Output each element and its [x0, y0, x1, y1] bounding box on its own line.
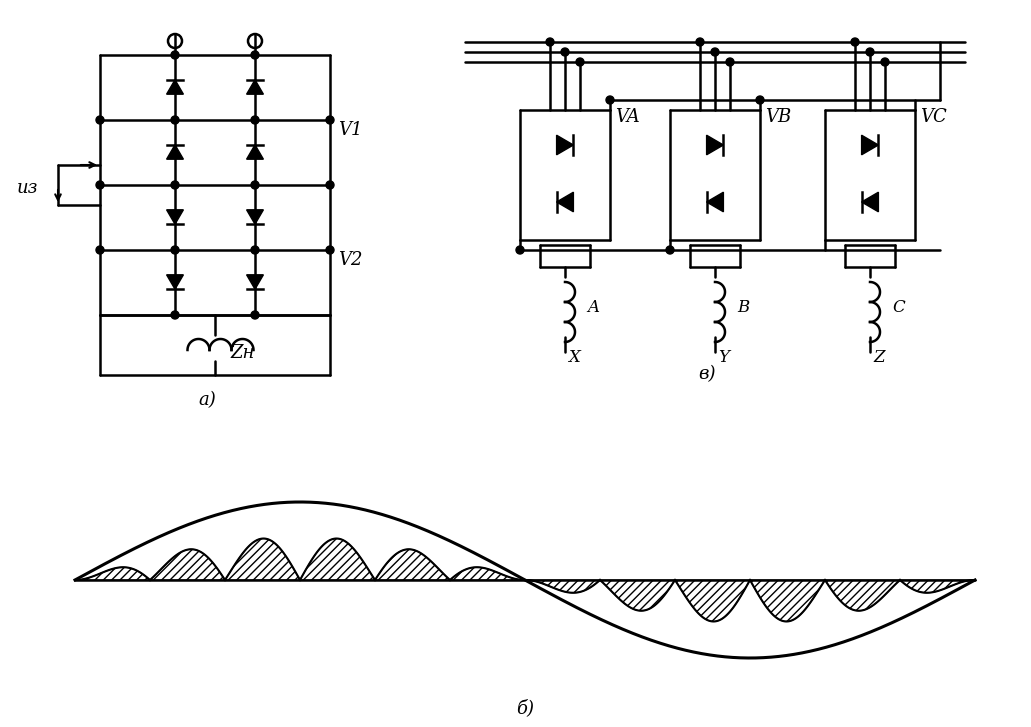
- Circle shape: [726, 58, 734, 66]
- Text: б): б): [516, 699, 534, 717]
- Text: В: В: [737, 299, 750, 316]
- Circle shape: [756, 96, 764, 104]
- Text: VA: VA: [616, 108, 640, 126]
- Circle shape: [171, 311, 179, 319]
- Circle shape: [171, 181, 179, 189]
- Text: uз: uз: [18, 179, 39, 197]
- Text: X: X: [568, 349, 579, 366]
- Text: VB: VB: [765, 108, 791, 126]
- Circle shape: [516, 246, 524, 254]
- Circle shape: [696, 38, 704, 46]
- Circle shape: [171, 116, 179, 124]
- Polygon shape: [862, 192, 878, 212]
- Circle shape: [866, 48, 874, 56]
- Circle shape: [326, 116, 334, 124]
- Text: VC: VC: [920, 108, 946, 126]
- Polygon shape: [706, 135, 724, 155]
- Circle shape: [96, 181, 104, 189]
- Polygon shape: [246, 80, 263, 95]
- Polygon shape: [167, 210, 184, 224]
- Circle shape: [546, 38, 554, 46]
- Text: в): в): [698, 365, 716, 383]
- Polygon shape: [246, 210, 263, 224]
- Circle shape: [326, 181, 334, 189]
- Circle shape: [251, 116, 259, 124]
- Circle shape: [561, 48, 569, 56]
- Text: V2: V2: [338, 251, 363, 269]
- Circle shape: [96, 116, 104, 124]
- Circle shape: [251, 181, 259, 189]
- Text: V1: V1: [338, 121, 363, 139]
- Polygon shape: [557, 192, 573, 212]
- Polygon shape: [706, 192, 724, 212]
- Polygon shape: [246, 145, 263, 159]
- Polygon shape: [862, 135, 878, 155]
- Circle shape: [666, 246, 674, 254]
- Text: Zн: Zн: [230, 344, 255, 362]
- Polygon shape: [167, 275, 184, 289]
- Circle shape: [711, 48, 719, 56]
- Circle shape: [171, 51, 179, 59]
- Text: Y: Y: [718, 349, 729, 366]
- Circle shape: [606, 96, 614, 104]
- Circle shape: [251, 51, 259, 59]
- Circle shape: [326, 246, 334, 254]
- Text: C: C: [892, 299, 905, 316]
- Polygon shape: [246, 275, 263, 289]
- Circle shape: [251, 246, 259, 254]
- Polygon shape: [167, 145, 184, 159]
- Circle shape: [96, 246, 104, 254]
- Circle shape: [171, 246, 179, 254]
- Text: Z: Z: [873, 349, 885, 366]
- Circle shape: [882, 58, 889, 66]
- Polygon shape: [557, 135, 573, 155]
- Circle shape: [576, 58, 584, 66]
- Polygon shape: [167, 80, 184, 95]
- Circle shape: [851, 38, 859, 46]
- Text: a): a): [198, 391, 215, 409]
- Text: A: A: [587, 299, 599, 316]
- Circle shape: [251, 311, 259, 319]
